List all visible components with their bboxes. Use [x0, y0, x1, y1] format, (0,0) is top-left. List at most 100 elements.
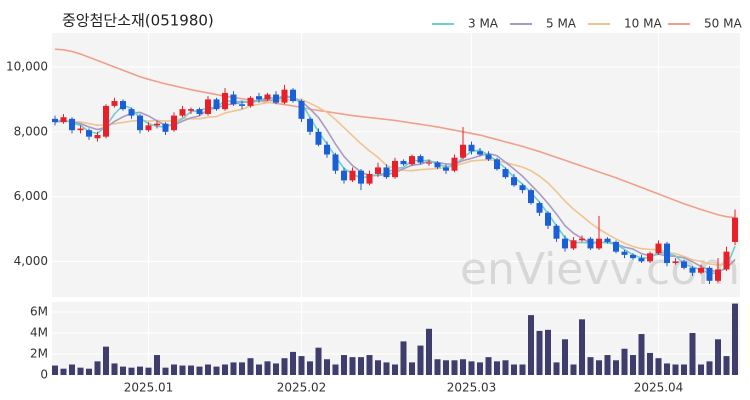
candle-body: [120, 101, 126, 110]
candle-body: [290, 89, 296, 102]
candle-body: [638, 258, 645, 262]
legend-label: 3 MA: [468, 17, 499, 31]
candle-body: [162, 123, 169, 132]
volume-bar: [375, 360, 381, 375]
volume-bar: [451, 360, 458, 375]
volume-bar: [205, 364, 211, 375]
candle-body: [86, 130, 92, 137]
candle-body: [222, 92, 228, 110]
volume-bar: [332, 364, 339, 375]
candle-body: [137, 115, 143, 131]
candle-body: [400, 160, 407, 165]
volume-bar: [715, 339, 721, 375]
volume-bar: [655, 358, 662, 375]
volume-bar: [111, 363, 118, 375]
candle-body: [426, 162, 432, 164]
volume-bar: [349, 357, 356, 375]
volume-bar: [264, 361, 271, 375]
candle-body: [179, 109, 186, 116]
candle-body: [383, 167, 390, 178]
volume-bar: [511, 364, 517, 375]
candle-body: [230, 94, 237, 105]
candle-body: [94, 135, 101, 139]
candle-body: [281, 89, 288, 103]
candle-body: [264, 94, 271, 100]
y-tick-label: 0: [40, 368, 48, 382]
candle-body: [723, 251, 730, 270]
volume-bar: [434, 359, 441, 375]
volume-bar: [647, 352, 653, 375]
volume-bar: [528, 315, 534, 375]
volume-bar: [154, 355, 160, 375]
volume-bar: [485, 357, 492, 375]
candle-body: [502, 169, 509, 178]
volume-bar: [400, 341, 407, 375]
volume-bar: [120, 366, 126, 375]
legend-label: 5 MA: [546, 17, 577, 31]
volume-bar: [341, 355, 347, 375]
volume-bar: [358, 357, 364, 375]
candle-body: [604, 238, 611, 242]
volume-bar: [222, 364, 228, 375]
candle-body: [196, 109, 203, 114]
chart-title: 중앙첨단소재(051980): [62, 12, 214, 30]
x-tick-label: 2025.01: [124, 381, 174, 395]
candle-body: [443, 167, 449, 171]
candle-body: [613, 241, 619, 252]
x-tick-label: 2025.02: [277, 381, 327, 395]
candle-body: [706, 267, 713, 281]
volume-bar: [52, 365, 58, 375]
volume-bar: [698, 364, 704, 375]
volume-bar: [128, 367, 135, 375]
candle-body: [451, 157, 458, 171]
candle-body: [621, 251, 628, 255]
candle-body: [375, 167, 381, 174]
candle-body: [434, 162, 441, 168]
candle-body: [647, 253, 653, 262]
volume-bar: [613, 360, 619, 375]
legend-label: 50 MA: [704, 17, 742, 31]
volume-bar: [596, 360, 602, 375]
candle-body: [358, 170, 364, 184]
volume-bar: [290, 351, 296, 375]
volume-bar: [213, 366, 220, 375]
candle-body: [460, 144, 466, 158]
volume-bar: [256, 364, 262, 375]
candle-body: [698, 267, 704, 273]
candle-body: [485, 154, 492, 160]
candle-body: [154, 123, 160, 126]
volume-bar: [502, 360, 509, 375]
volume-bar: [409, 362, 415, 375]
candle-body: [145, 125, 152, 131]
volume-bar: [672, 364, 679, 375]
x-tick-label: 2025.03: [447, 381, 497, 395]
volume-bar: [587, 357, 594, 375]
candle-body: [596, 238, 602, 249]
candle-body: [681, 261, 687, 268]
volume-bar: [732, 303, 738, 375]
candle-body: [77, 128, 84, 131]
candle-body: [349, 170, 356, 181]
volume-bar: [281, 358, 288, 375]
volume-bar: [706, 361, 713, 375]
candle-body: [536, 203, 543, 213]
candle-body: [468, 144, 475, 152]
candle-body: [519, 185, 526, 191]
candle-body: [715, 269, 721, 281]
candle-body: [247, 97, 254, 106]
volume-bar: [426, 328, 432, 375]
volume-bar: [69, 364, 75, 375]
candle-body: [630, 254, 636, 259]
volume-bar: [230, 362, 237, 375]
candle-body: [239, 104, 245, 106]
ma-line: [54, 48, 736, 219]
candle-body: [570, 240, 577, 249]
candle-body: [171, 115, 177, 131]
volume-bar: [103, 346, 109, 375]
candle-body: [256, 96, 262, 100]
volume-bar: [681, 364, 687, 375]
volume-bar: [145, 367, 152, 375]
volume-bar: [570, 364, 577, 375]
volume-bar: [579, 319, 585, 375]
